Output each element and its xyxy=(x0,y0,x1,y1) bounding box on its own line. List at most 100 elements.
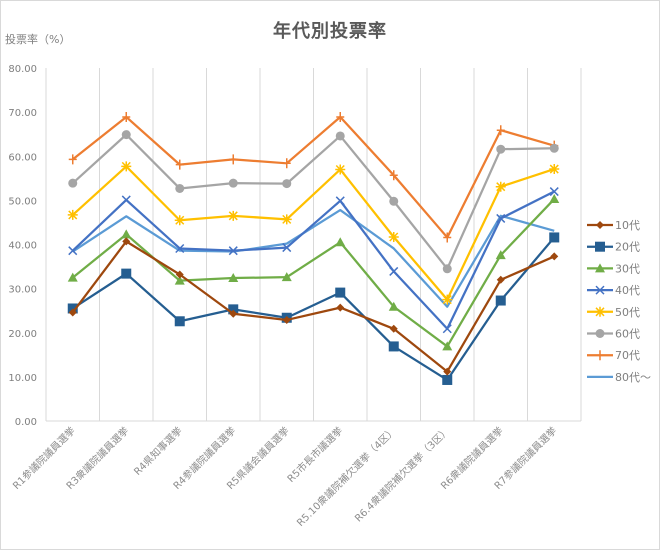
legend-label: 60代 xyxy=(615,328,640,341)
triangle-marker xyxy=(595,263,605,273)
legend-label: 20代 xyxy=(615,241,640,254)
star-marker xyxy=(67,209,78,220)
star-marker xyxy=(121,161,132,172)
legend-item[interactable]: 60代 xyxy=(587,328,640,341)
circle-marker xyxy=(121,130,131,140)
x-marker xyxy=(549,187,559,197)
diamond-marker xyxy=(389,324,398,333)
x-marker xyxy=(282,243,292,253)
x-marker xyxy=(175,243,185,254)
triangle-marker xyxy=(121,229,132,239)
star-marker xyxy=(495,181,506,192)
diamond-marker xyxy=(496,275,505,284)
star-marker xyxy=(281,214,292,225)
star-marker xyxy=(174,215,185,226)
series-80代～ xyxy=(72,208,555,308)
star-marker xyxy=(549,164,560,175)
plus-marker xyxy=(443,232,452,243)
y-tick-label: 10.00 xyxy=(8,373,37,384)
star-marker xyxy=(442,294,453,305)
star-marker xyxy=(228,210,239,221)
circle-marker xyxy=(228,178,238,188)
triangle-marker xyxy=(388,301,399,311)
series-70代 xyxy=(68,111,559,243)
chart-title: 年代別投票率 xyxy=(273,21,387,42)
legend-item[interactable]: 30代 xyxy=(587,262,640,275)
square-marker xyxy=(495,295,506,306)
y-tick-label: 70.00 xyxy=(8,108,37,119)
star-marker xyxy=(335,164,346,175)
legend-item[interactable]: 10代 xyxy=(587,219,640,232)
y-tick-label: 50.00 xyxy=(8,196,37,207)
triangle-marker xyxy=(549,194,560,204)
data-series xyxy=(67,111,560,385)
series-line xyxy=(72,236,556,382)
legend-label: 30代 xyxy=(615,262,640,275)
series-line xyxy=(72,115,555,239)
series-20代 xyxy=(67,232,560,385)
series-line xyxy=(71,133,555,270)
circle-marker xyxy=(442,264,452,274)
plus-marker xyxy=(596,350,604,361)
legend-label: 10代 xyxy=(615,219,640,232)
triangle-marker xyxy=(228,273,239,283)
circle-marker xyxy=(549,143,559,153)
legend: 10代 20代 30代 40代 50代 60代 70代 80代～ xyxy=(587,219,651,384)
x-category-label: R5.10衆議院補欠選挙（4区） xyxy=(294,424,399,529)
legend-item[interactable]: 40代 xyxy=(587,284,640,297)
square-marker xyxy=(174,316,185,327)
legend-label: 40代 xyxy=(615,284,640,297)
star-marker xyxy=(595,306,605,317)
y-tick-label: 0.00 xyxy=(15,417,37,428)
x-category-label: R6.4衆議院補欠選挙（3区） xyxy=(352,424,453,525)
square-marker xyxy=(388,341,399,352)
circle-marker xyxy=(335,131,345,141)
y-axis-ticks: 0.00 10.00 20.00 30.00 40.00 50.00 60.00 70.00 8… xyxy=(8,64,37,428)
diamond-marker xyxy=(122,237,131,246)
y-tick-label: 60.00 xyxy=(8,152,37,163)
x-marker xyxy=(389,266,399,276)
plus-marker xyxy=(175,159,184,170)
star-marker xyxy=(388,231,399,242)
circle-marker xyxy=(389,196,399,206)
diamond-marker xyxy=(68,308,77,317)
legend-label: 50代 xyxy=(615,306,640,319)
square-marker xyxy=(442,374,453,385)
diamond-marker xyxy=(550,252,559,261)
legend-item[interactable]: 50代 xyxy=(587,306,640,319)
triangle-marker xyxy=(442,341,453,351)
legend-item[interactable]: 70代 xyxy=(587,349,640,362)
series-10代 xyxy=(68,237,559,376)
plus-marker xyxy=(389,170,398,181)
series-line xyxy=(72,208,555,308)
x-marker xyxy=(595,285,605,295)
triangle-marker xyxy=(281,272,292,282)
y-axis-label: 投票率（%） xyxy=(5,33,71,46)
square-marker xyxy=(595,241,605,252)
square-marker xyxy=(549,232,560,243)
series-line xyxy=(71,165,555,301)
legend-item[interactable]: 20代 xyxy=(587,241,640,254)
x-marker xyxy=(228,246,238,256)
triangle-marker xyxy=(335,237,346,247)
y-tick-label: 80.00 xyxy=(8,64,37,75)
y-tick-label: 40.00 xyxy=(8,241,37,252)
circle-marker xyxy=(175,183,185,193)
square-marker xyxy=(121,268,132,279)
x-category-label: R4県知事選挙 xyxy=(131,424,185,478)
square-marker xyxy=(335,287,346,298)
plus-marker xyxy=(282,158,291,169)
series-50代 xyxy=(67,161,560,305)
legend-item[interactable]: 80代～ xyxy=(587,371,651,384)
diamond-marker xyxy=(229,309,238,318)
legend-label: 80代～ xyxy=(615,371,651,384)
y-tick-label: 30.00 xyxy=(8,285,37,296)
x-marker xyxy=(121,195,131,205)
y-tick-label: 20.00 xyxy=(8,329,37,340)
plus-marker xyxy=(336,111,345,122)
series-line xyxy=(71,190,555,330)
series-60代 xyxy=(68,130,559,274)
x-marker xyxy=(68,246,78,256)
